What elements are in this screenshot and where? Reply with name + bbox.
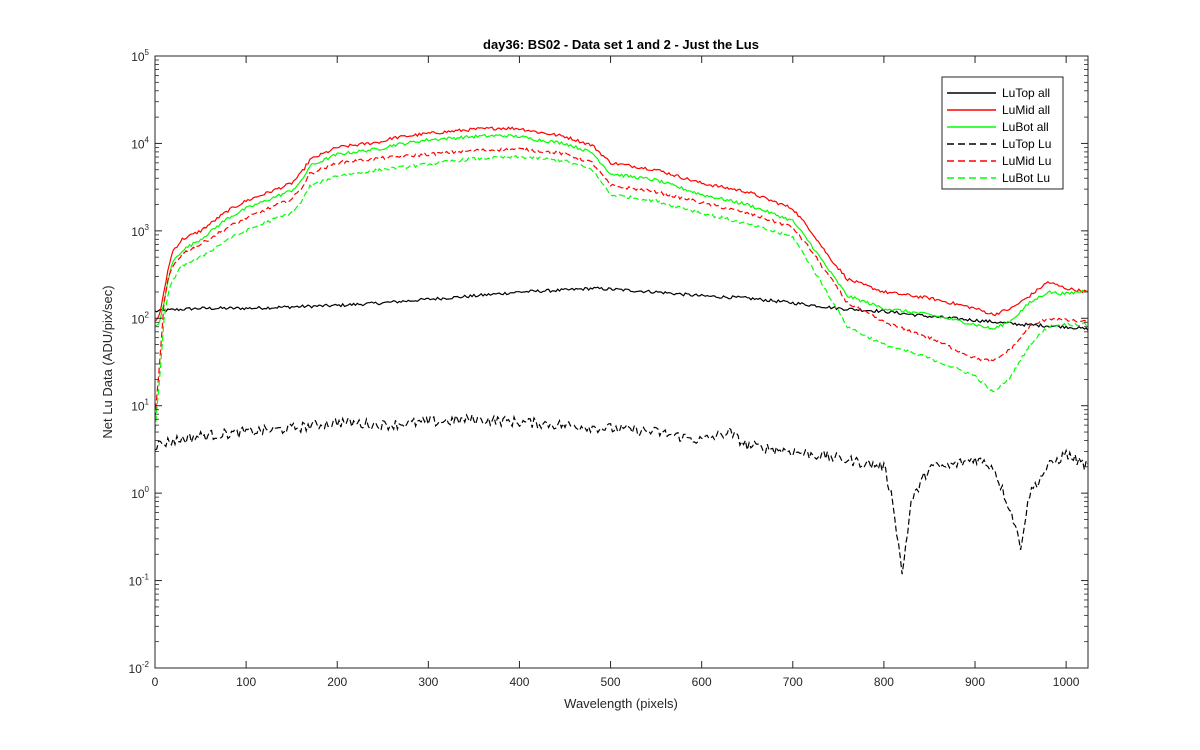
- legend-label: LuTop all: [1002, 86, 1050, 100]
- x-tick-label: 200: [327, 675, 347, 689]
- legend: LuTop all LuMid all LuBot all LuTop Lu LuMid…: [941, 76, 1064, 190]
- series-layer: [154, 126, 1089, 575]
- plot-area: [155, 56, 1088, 668]
- y-tick-label: 100: [131, 485, 149, 501]
- legend-label: LuMid all: [1002, 103, 1050, 117]
- legend-label: LuTop Lu: [1002, 137, 1051, 151]
- y-axis-label: Net Lu Data (ADU/pix/sec): [100, 285, 115, 438]
- series-line-0: [154, 286, 1089, 331]
- series-line-4: [154, 147, 1089, 419]
- series-line-5: [154, 154, 1089, 431]
- x-tick-label: 900: [965, 675, 985, 689]
- x-tick-label: 300: [418, 675, 438, 689]
- y-tick-label: 10-2: [129, 660, 150, 676]
- x-tick-label: 700: [783, 675, 803, 689]
- y-tick-label: 10-1: [129, 573, 150, 589]
- x-tick-label: 600: [692, 675, 712, 689]
- x-tick-label: 0: [152, 675, 159, 689]
- plot-frame: [154, 55, 1089, 669]
- x-tick-label: 1000: [1053, 675, 1080, 689]
- y-tick-label: 102: [131, 310, 149, 326]
- y-tick-label: 104: [131, 135, 149, 151]
- series-line-1: [154, 126, 1089, 322]
- y-tick-label: 105: [131, 48, 149, 64]
- chart-title: day36: BS02 - Data set 1 and 2 - Just th…: [483, 37, 759, 52]
- y-tick-label: 103: [131, 223, 149, 239]
- y-tick-label: 101: [131, 398, 149, 414]
- legend-label: LuMid Lu: [1002, 154, 1051, 168]
- x-axis: 0 100 200 300 400 500 600 700 800 900 1000: [152, 56, 1080, 689]
- series-line-2: [154, 134, 1089, 330]
- x-tick-label: 400: [509, 675, 529, 689]
- legend-label: LuBot Lu: [1002, 171, 1050, 185]
- legend-label: LuBot all: [1002, 120, 1049, 134]
- x-tick-label: 800: [874, 675, 894, 689]
- legend-box: [941, 76, 1064, 190]
- y-axis: 10-2 10-1 100 101 102 103 104 105: [129, 48, 1088, 676]
- series-line-3: [154, 412, 1089, 575]
- x-axis-label: Wavelength (pixels): [564, 696, 678, 711]
- x-tick-label: 100: [236, 675, 256, 689]
- x-tick-label: 500: [601, 675, 621, 689]
